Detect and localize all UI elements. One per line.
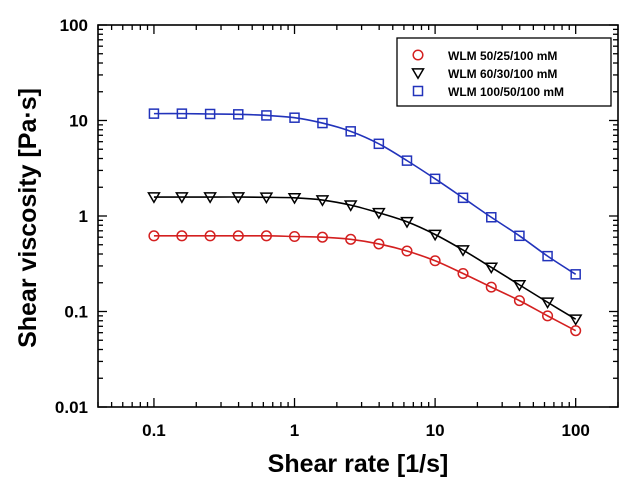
data-point — [512, 280, 527, 292]
data-point — [287, 192, 302, 205]
tick-labels: 0.1 1 10 100 0.01 0.1 1 10 100 — [55, 16, 590, 440]
data-point — [372, 207, 386, 220]
legend-label: WLM 50/25/100 mM — [448, 49, 557, 63]
data-point — [401, 155, 413, 166]
data-point — [260, 230, 272, 242]
data-point — [148, 230, 160, 242]
data-point — [176, 108, 188, 119]
series-1 — [148, 230, 582, 337]
x-tick-label: 0.1 — [142, 421, 166, 440]
y-axis-title: Shear viscosity [Pa·s] — [14, 88, 42, 348]
data-point — [373, 138, 385, 150]
series-layer — [147, 108, 583, 337]
legend-box — [396, 37, 612, 107]
x-tick-label: 1 — [290, 421, 299, 440]
data-point — [203, 192, 217, 204]
data-point — [542, 310, 554, 322]
data-point — [345, 233, 357, 245]
data-point — [457, 192, 469, 204]
data-point — [231, 192, 246, 204]
x-tick-label: 10 — [426, 421, 445, 440]
data-point — [315, 195, 330, 207]
data-point — [147, 192, 161, 204]
data-point — [513, 295, 525, 307]
data-point — [175, 192, 189, 204]
data-point — [485, 281, 497, 293]
data-point — [289, 112, 300, 123]
data-point — [261, 110, 272, 121]
x-tick-label: 100 — [561, 421, 589, 440]
data-point — [176, 230, 188, 242]
data-point — [343, 200, 358, 212]
data-point — [428, 229, 442, 242]
data-point — [345, 126, 356, 137]
data-point — [486, 212, 497, 223]
axis-ticks — [97, 24, 619, 408]
y-tick-label: 0.01 — [55, 398, 88, 417]
data-point — [204, 108, 216, 120]
data-point — [514, 230, 525, 242]
data-point — [288, 230, 301, 243]
y-tick-label: 0.1 — [64, 303, 88, 322]
data-point — [317, 117, 328, 129]
series-fit-line — [153, 112, 577, 276]
data-point — [457, 267, 469, 280]
y-tick-label: 10 — [69, 112, 88, 131]
legend-marker — [412, 85, 424, 97]
series-fit-line — [153, 196, 577, 320]
data-point — [456, 245, 470, 257]
legend-marker — [412, 49, 424, 61]
data-point — [429, 173, 441, 185]
data-point — [401, 245, 413, 257]
data-point — [373, 238, 385, 250]
data-point — [484, 262, 499, 275]
data-point — [568, 314, 583, 326]
legend-marker — [411, 68, 425, 80]
legend-label: WLM 60/30/100 mM — [448, 67, 557, 81]
series-fit-line — [153, 234, 577, 332]
data-point — [232, 230, 244, 242]
y-tick-label: 100 — [60, 16, 88, 35]
data-point — [204, 230, 216, 242]
legend: WLM 50/25/100 mM WLM 60/30/100 mM WLM 100/… — [396, 37, 612, 107]
series-2 — [147, 192, 583, 326]
data-point — [259, 192, 274, 204]
data-point — [540, 297, 555, 309]
data-point — [570, 269, 581, 280]
data-point — [233, 109, 244, 120]
legend-label: WLM 100/50/100 mM — [448, 85, 564, 99]
series-3 — [148, 108, 581, 280]
data-point — [316, 231, 328, 243]
data-point — [400, 216, 414, 229]
y-tick-label: 1 — [79, 207, 88, 226]
x-axis-title: Shear rate [1/s] — [268, 450, 449, 477]
data-point — [429, 255, 441, 267]
data-point — [148, 108, 160, 119]
data-point — [542, 250, 553, 262]
